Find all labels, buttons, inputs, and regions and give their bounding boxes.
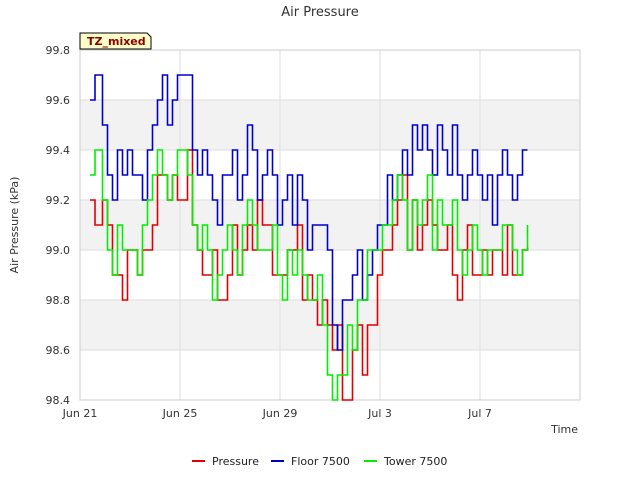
series-line-tower-7500 [90, 149, 529, 401]
x-axis-title: Time [550, 423, 578, 436]
legend: Pressure Floor 7500 Tower 7500 [192, 455, 447, 468]
plot-band [80, 50, 580, 100]
legend-label-floor-7500: Floor 7500 [291, 455, 350, 468]
x-tick-label: Jul 3 [367, 407, 392, 420]
timezone-badge-label: TZ_mixed [87, 35, 146, 48]
x-tick-label: Jun 21 [62, 407, 98, 420]
y-tick-label: 98.6 [46, 344, 71, 357]
y-tick-label: 99.2 [46, 194, 71, 207]
y-tick-label: 99.4 [46, 144, 71, 157]
x-tick-label: Jul 7 [467, 407, 492, 420]
plot-border [79, 49, 581, 401]
y-axis-ticks: 98.4 98.6 98.8 99.0 99.2 99.4 99.6 99.8 [46, 44, 71, 407]
x-tick-label: Jun 25 [162, 407, 198, 420]
y-tick-label: 98.8 [46, 294, 71, 307]
legend-label-pressure: Pressure [212, 455, 259, 468]
y-tick-label: 99.8 [46, 44, 71, 57]
y-tick-label: 99.0 [46, 244, 71, 257]
y-axis-title: Air Pressure (kPa) [8, 177, 21, 274]
timezone-badge: TZ_mixed [79, 32, 152, 50]
timezone-badge-box [79, 32, 152, 50]
x-tick-label: Jun 29 [262, 407, 298, 420]
plot-band [80, 100, 580, 150]
plot-band [80, 250, 580, 300]
series-lines [90, 74, 529, 401]
chart-title: Air Pressure [281, 5, 359, 20]
y-tick-label: 98.4 [46, 394, 71, 407]
y-tick-label: 99.6 [46, 94, 71, 107]
legend-label-tower-7500: Tower 7500 [383, 455, 447, 468]
x-axis-ticks: Jun 21 Jun 25 Jun 29 Jul 3 Jul 7 [62, 407, 492, 420]
series-line-floor-7500 [90, 74, 528, 351]
